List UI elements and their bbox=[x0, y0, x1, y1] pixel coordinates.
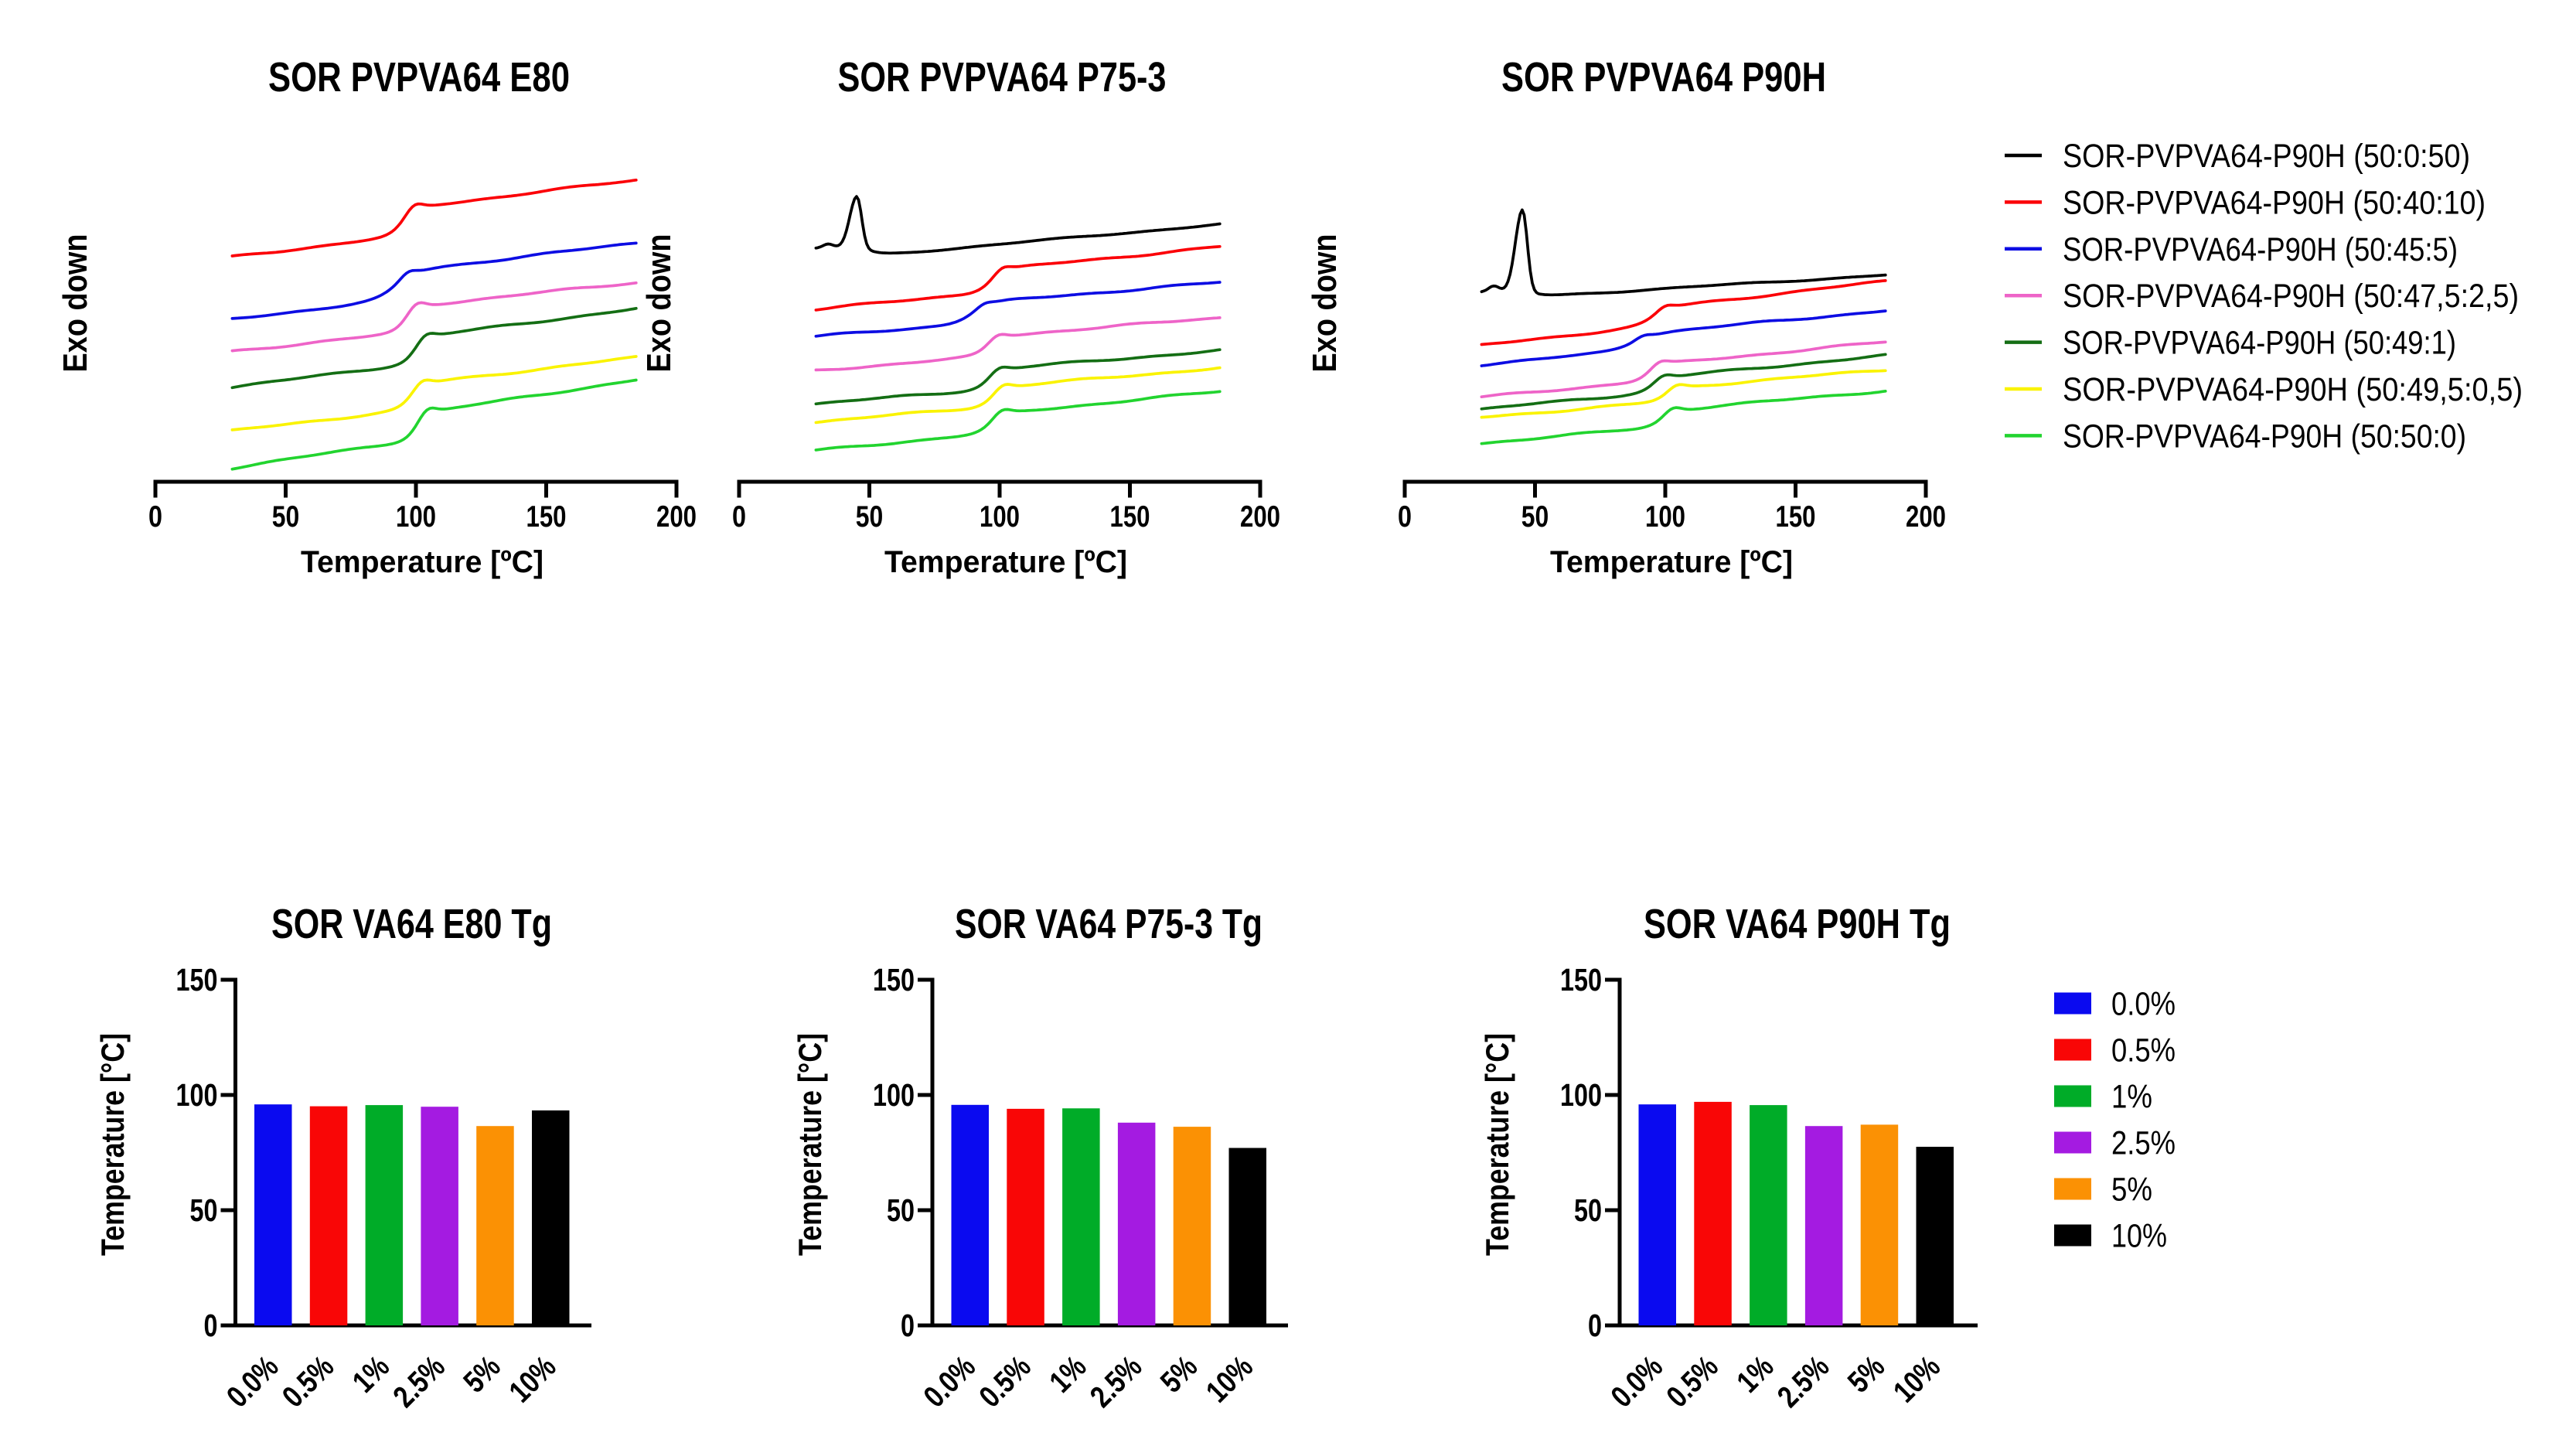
svg-text:SOR VA64 P90H Tg: SOR VA64 P90H Tg bbox=[1644, 901, 1951, 947]
svg-text:200: 200 bbox=[1240, 500, 1280, 534]
svg-text:SOR PVPVA64 P75-3: SOR PVPVA64 P75-3 bbox=[838, 54, 1167, 101]
svg-text:SOR-PVPVA64-P90H (50:50:0): SOR-PVPVA64-P90H (50:50:0) bbox=[2063, 418, 2466, 455]
svg-text:100: 100 bbox=[176, 1077, 218, 1113]
svg-text:0.5%: 0.5% bbox=[2111, 1032, 2176, 1069]
svg-text:SOR-PVPVA64-P90H (50:49:1): SOR-PVPVA64-P90H (50:49:1) bbox=[2063, 325, 2456, 362]
svg-text:100: 100 bbox=[396, 500, 436, 534]
svg-text:SOR VA64 E80 Tg: SOR VA64 E80 Tg bbox=[271, 901, 552, 947]
svg-text:200: 200 bbox=[1906, 500, 1946, 534]
svg-text:SOR-PVPVA64-P90H (50:0:50): SOR-PVPVA64-P90H (50:0:50) bbox=[2063, 138, 2470, 175]
svg-text:Exo down: Exo down bbox=[1306, 234, 1344, 373]
svg-text:5%: 5% bbox=[2111, 1172, 2152, 1209]
svg-text:50: 50 bbox=[856, 500, 884, 534]
svg-text:150: 150 bbox=[526, 500, 567, 534]
svg-text:Temperature [ºC]: Temperature [ºC] bbox=[301, 545, 543, 579]
svg-text:2.5%: 2.5% bbox=[2111, 1125, 2176, 1162]
svg-text:0: 0 bbox=[204, 1308, 218, 1343]
svg-text:0: 0 bbox=[732, 500, 746, 534]
svg-text:Temperature [°C]: Temperature [°C] bbox=[94, 1033, 131, 1256]
svg-text:Temperature [°C]: Temperature [°C] bbox=[1479, 1033, 1515, 1256]
svg-text:150: 150 bbox=[1776, 500, 1816, 534]
svg-text:SOR PVPVA64 E80: SOR PVPVA64 E80 bbox=[268, 54, 570, 101]
svg-text:100: 100 bbox=[980, 500, 1020, 534]
svg-text:150: 150 bbox=[873, 962, 915, 998]
svg-text:1%: 1% bbox=[2111, 1079, 2152, 1116]
svg-text:0: 0 bbox=[148, 500, 162, 534]
svg-text:100: 100 bbox=[1645, 500, 1685, 534]
svg-text:SOR-PVPVA64-P90H (50:47,5:2,5): SOR-PVPVA64-P90H (50:47,5:2,5) bbox=[2063, 278, 2519, 315]
svg-text:0.0%: 0.0% bbox=[2111, 986, 2176, 1023]
svg-text:200: 200 bbox=[656, 500, 697, 534]
svg-text:Exo down: Exo down bbox=[56, 234, 94, 373]
svg-text:150: 150 bbox=[176, 962, 218, 998]
svg-text:Temperature [ºC]: Temperature [ºC] bbox=[1550, 545, 1793, 579]
svg-text:50: 50 bbox=[272, 500, 300, 534]
svg-text:0: 0 bbox=[1588, 1308, 1602, 1343]
svg-text:SOR-PVPVA64-P90H (50:40:10): SOR-PVPVA64-P90H (50:40:10) bbox=[2063, 184, 2486, 221]
svg-text:SOR-PVPVA64-P90H (50:45:5): SOR-PVPVA64-P90H (50:45:5) bbox=[2063, 231, 2458, 268]
svg-text:SOR VA64 P75-3 Tg: SOR VA64 P75-3 Tg bbox=[955, 901, 1262, 947]
svg-text:Exo down: Exo down bbox=[640, 234, 678, 373]
svg-text:100: 100 bbox=[1560, 1077, 1602, 1113]
svg-text:0: 0 bbox=[1398, 500, 1412, 534]
svg-text:50: 50 bbox=[887, 1192, 915, 1228]
svg-text:10%: 10% bbox=[2111, 1218, 2167, 1255]
svg-text:150: 150 bbox=[1110, 500, 1150, 534]
svg-text:Temperature [ºC]: Temperature [ºC] bbox=[884, 545, 1127, 579]
svg-text:0: 0 bbox=[901, 1308, 915, 1343]
svg-text:100: 100 bbox=[873, 1077, 915, 1113]
svg-text:50: 50 bbox=[1574, 1192, 1602, 1228]
svg-text:50: 50 bbox=[1521, 500, 1549, 534]
svg-text:150: 150 bbox=[1560, 962, 1602, 998]
svg-text:Temperature [°C]: Temperature [°C] bbox=[792, 1033, 828, 1256]
svg-text:SOR PVPVA64 P90H: SOR PVPVA64 P90H bbox=[1501, 54, 1826, 101]
svg-text:SOR-PVPVA64-P90H (50:49,5:0,5): SOR-PVPVA64-P90H (50:49,5:0,5) bbox=[2063, 371, 2523, 408]
svg-text:50: 50 bbox=[190, 1192, 218, 1228]
